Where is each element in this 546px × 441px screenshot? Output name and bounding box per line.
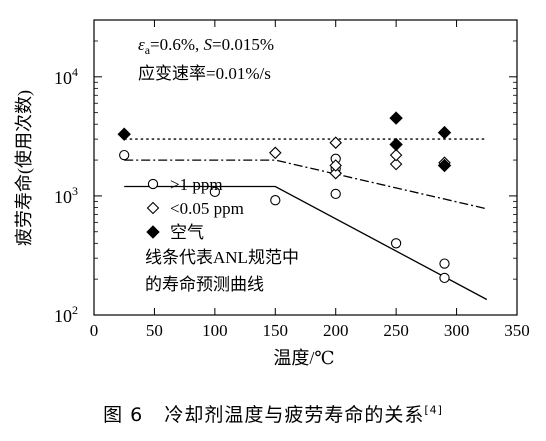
x-tick-label: 250 <box>383 321 409 340</box>
x-tick-label: 350 <box>504 321 530 340</box>
x-tick-label: 300 <box>444 321 470 340</box>
x-tick-label: 0 <box>90 321 99 340</box>
prediction-line-dash-dot <box>124 159 487 210</box>
data-point-filled-diamond <box>117 127 131 141</box>
y-tick-label: 104 <box>54 65 78 88</box>
x-axis-title: 温度/℃ <box>273 348 334 368</box>
y-tick-label: 102 <box>54 303 78 326</box>
figure-title: 冷却剂温度与疲劳寿命的关系 <box>164 404 425 426</box>
legend-note-line-1: 线条代表ANL规范中 <box>145 248 299 267</box>
data-point-open-circle <box>119 149 130 161</box>
x-tick-label: 100 <box>202 321 228 340</box>
figure-reference: [4] <box>424 403 443 417</box>
data-point-open-diamond <box>390 149 403 162</box>
data-point-open-diamond <box>269 146 282 159</box>
plot-frame <box>93 19 518 316</box>
figure-number: 图 6 <box>103 404 144 426</box>
legend-marker-filled-diamond <box>146 225 160 239</box>
legend-label-3: 空气 <box>170 223 204 242</box>
data-point-filled-diamond <box>438 126 451 140</box>
x-tick-label: 200 <box>323 321 349 340</box>
data-point-filled-diamond <box>389 138 403 151</box>
x-tick-label: 150 <box>263 321 289 340</box>
data-point-filled-diamond <box>389 111 403 125</box>
legend-marker-open-circle <box>147 178 159 190</box>
y-axis-title: 疲劳寿命(使用次数) <box>14 90 35 246</box>
data-point-open-circle <box>439 258 450 269</box>
chart-svg: 0 50 100 150 200 250 300 350 102 103 104 εa=0.6%, … <box>14 19 530 368</box>
data-point-open-circle <box>330 188 341 200</box>
prediction-lines <box>124 138 488 301</box>
prediction-line-solid <box>124 185 488 301</box>
legend-label-2: <0.05 ppm <box>170 199 244 218</box>
data-point-open-circle <box>390 238 402 249</box>
data-point-open-circle <box>270 195 281 206</box>
conditions-line-1: εa=0.6%, S=0.015% <box>138 35 274 57</box>
conditions-line-2: 应变速率=0.01%/s <box>138 64 271 83</box>
y-tick-label: 103 <box>54 184 78 207</box>
x-tick-label: 50 <box>146 321 163 340</box>
data-point-open-circle <box>439 272 450 284</box>
legend-note-line-2: 的寿命预测曲线 <box>145 275 264 294</box>
figure-caption: 图 6 冷却剂温度与疲劳寿命的关系[4] <box>0 400 546 427</box>
legend-marker-open-diamond <box>146 201 160 215</box>
axes: 0 50 100 150 200 250 300 350 102 103 104 <box>54 19 530 340</box>
legend-label-1: >1 ppm <box>170 175 223 194</box>
legend: >1 ppm <0.05 ppm 空气 线条代表ANL规范中 的寿命预测曲线 <box>145 175 299 294</box>
